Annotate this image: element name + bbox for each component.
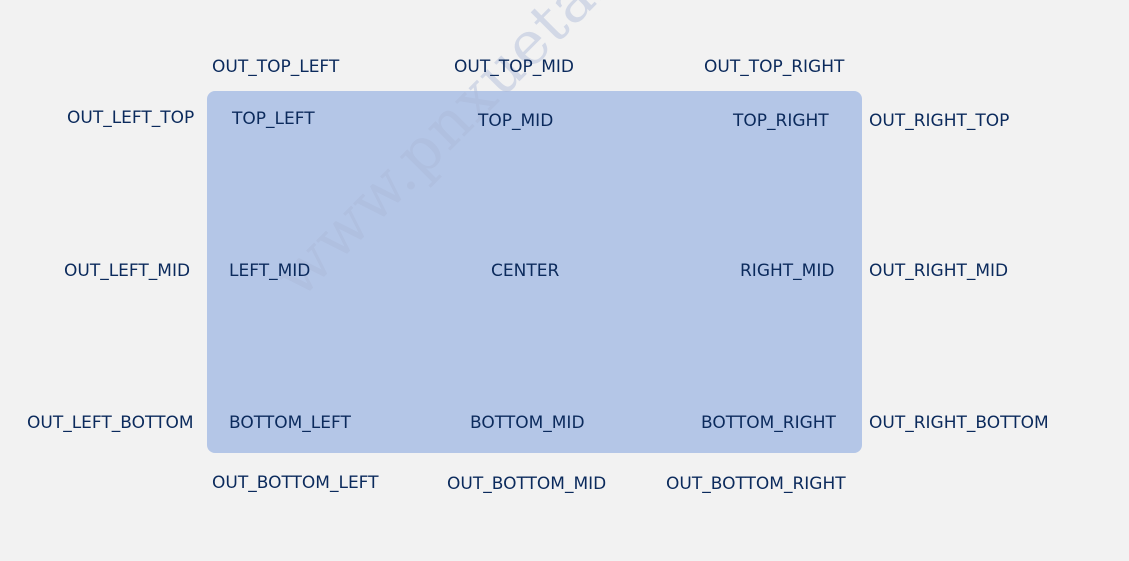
label-top-mid: TOP_MID — [478, 111, 554, 131]
label-out-left-bottom: OUT_LEFT_BOTTOM — [27, 413, 194, 433]
label-left-mid: LEFT_MID — [229, 261, 311, 281]
label-out-left-top: OUT_LEFT_TOP — [67, 108, 195, 128]
label-out-right-top: OUT_RIGHT_TOP — [869, 111, 1010, 131]
label-out-top-right: OUT_TOP_RIGHT — [704, 57, 845, 77]
label-out-right-mid: OUT_RIGHT_MID — [869, 261, 1009, 281]
label-center: CENTER — [491, 261, 560, 281]
label-bottom-mid: BOTTOM_MID — [470, 413, 585, 433]
label-out-top-left: OUT_TOP_LEFT — [212, 57, 340, 77]
label-out-left-mid: OUT_LEFT_MID — [64, 261, 191, 281]
label-top-left: TOP_LEFT — [232, 109, 315, 129]
label-out-bottom-right: OUT_BOTTOM_RIGHT — [666, 474, 846, 494]
label-out-bottom-mid: OUT_BOTTOM_MID — [447, 474, 607, 494]
label-bottom-right: BOTTOM_RIGHT — [701, 413, 836, 433]
center-box — [207, 91, 862, 453]
label-top-right: TOP_RIGHT — [733, 111, 829, 131]
label-bottom-left: BOTTOM_LEFT — [229, 413, 351, 433]
label-out-bottom-left: OUT_BOTTOM_LEFT — [212, 473, 379, 493]
label-right-mid: RIGHT_MID — [740, 261, 835, 281]
label-out-right-bottom: OUT_RIGHT_BOTTOM — [869, 413, 1049, 433]
label-out-top-mid: OUT_TOP_MID — [454, 57, 574, 77]
